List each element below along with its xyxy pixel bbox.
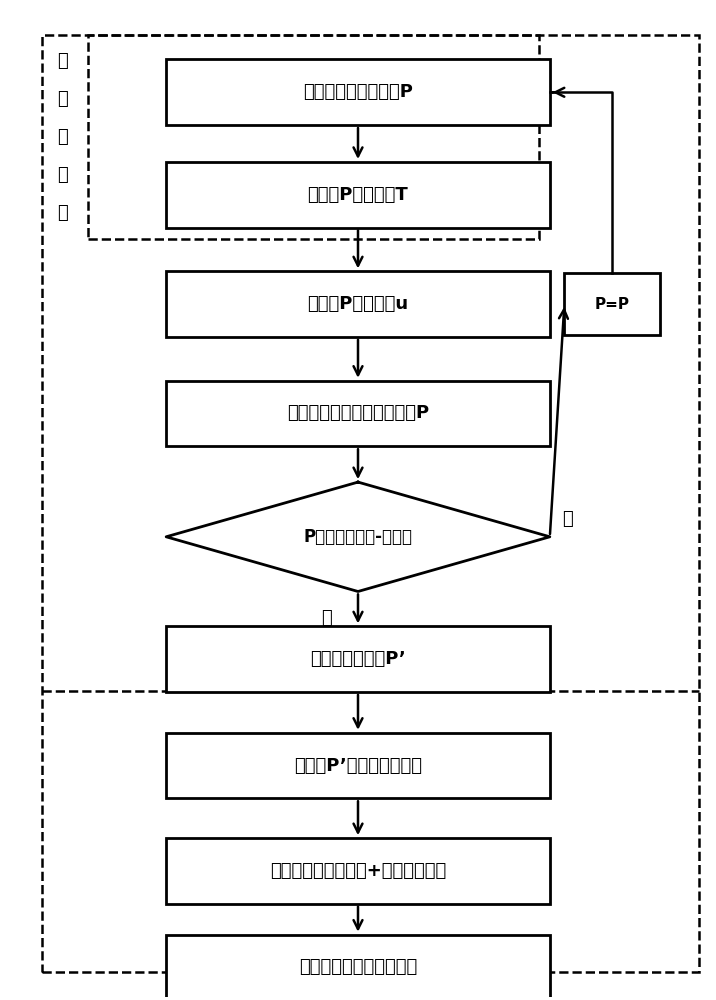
Text: 法: 法: [57, 204, 68, 222]
FancyBboxPatch shape: [166, 838, 550, 904]
FancyBboxPatch shape: [166, 59, 550, 125]
FancyBboxPatch shape: [166, 162, 550, 228]
Text: P=P: P=P: [595, 297, 630, 312]
FancyBboxPatch shape: [564, 273, 660, 335]
Text: 输入初始迭代路径点P: 输入初始迭代路径点P: [303, 83, 413, 101]
Text: 计算满足刚度最大的位姿点P: 计算满足刚度最大的位姿点P: [287, 404, 429, 422]
Text: 拟: 拟: [57, 52, 68, 70]
FancyBboxPatch shape: [166, 935, 550, 1000]
Text: 算: 算: [57, 166, 68, 184]
Text: 牛: 牛: [57, 90, 68, 108]
FancyBboxPatch shape: [166, 381, 550, 446]
Text: 机器人磨抛加工振动抑制: 机器人磨抛加工振动抑制: [299, 958, 417, 976]
Text: 最优刚度与姿态关系+最优参数组合: 最优刚度与姿态关系+最优参数组合: [270, 862, 446, 880]
FancyBboxPatch shape: [166, 271, 550, 337]
Text: 计算点P搜索方向u: 计算点P搜索方向u: [307, 295, 409, 313]
Text: 否: 否: [562, 510, 573, 528]
Text: P满足最优刚度-姿态？: P满足最优刚度-姿态？: [304, 528, 412, 546]
FancyBboxPatch shape: [166, 626, 550, 692]
Text: 是: 是: [321, 609, 332, 627]
Polygon shape: [166, 482, 550, 591]
Text: 顿: 顿: [57, 128, 68, 146]
Text: 输出优化后的点P’: 输出优化后的点P’: [310, 650, 406, 668]
FancyBboxPatch shape: [166, 733, 550, 798]
Text: 计算点P迭代刚度T: 计算点P迭代刚度T: [308, 186, 408, 204]
Text: 确定点P’处的曲率和刚度: 确定点P’处的曲率和刚度: [294, 757, 422, 775]
